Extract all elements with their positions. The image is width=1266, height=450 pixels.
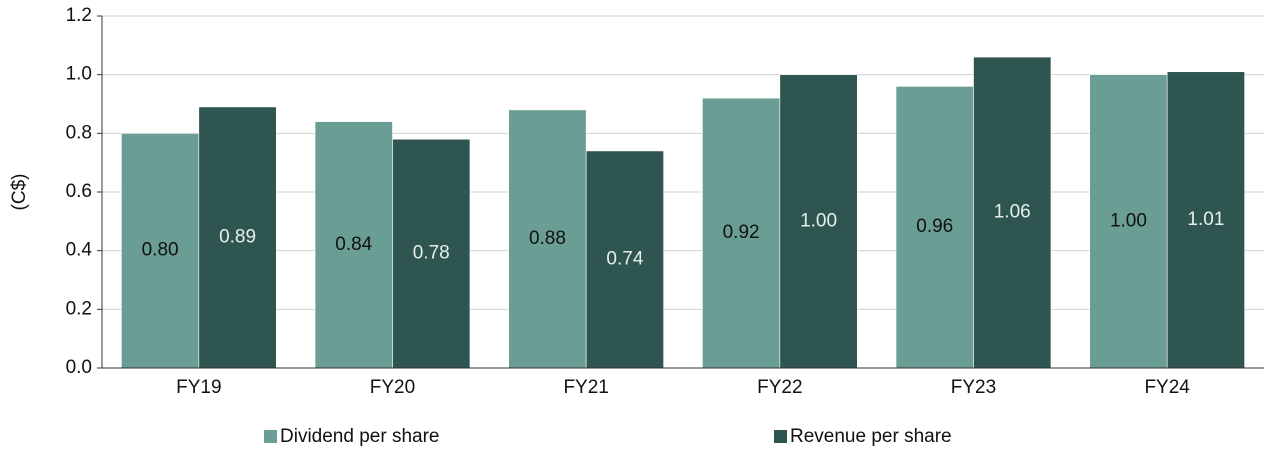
y-tick-label: 1.0 (66, 64, 92, 85)
y-tick-label: 0.2 (66, 298, 92, 319)
bar (1089, 74, 1168, 369)
bar (779, 74, 858, 369)
y-tick-label: 0.4 (66, 240, 93, 261)
legend-swatch (774, 430, 787, 443)
data-label: 0.80 (142, 240, 179, 261)
data-label: 0.96 (916, 216, 953, 237)
y-tick-label: 0.6 (66, 181, 92, 202)
bar (585, 150, 664, 369)
legend-label: Revenue per share (790, 426, 952, 447)
bar (1166, 71, 1245, 369)
data-label: 0.89 (219, 226, 256, 247)
y-tick-label: 1.2 (66, 5, 92, 26)
bar (121, 133, 200, 369)
y-tick-label: 0.8 (66, 122, 92, 143)
bar (702, 97, 781, 369)
data-label: 1.00 (800, 210, 837, 231)
x-tick-label: FY23 (951, 377, 996, 398)
data-label: 0.88 (529, 228, 566, 249)
x-tick-label: FY19 (176, 377, 221, 398)
x-tick-label: FY21 (563, 377, 608, 398)
data-label: 0.78 (413, 243, 450, 264)
data-label: 1.00 (1110, 210, 1147, 231)
data-label: 0.84 (335, 234, 372, 255)
bar (508, 109, 587, 369)
bar (314, 121, 393, 369)
data-label: 1.06 (994, 202, 1031, 223)
data-label: 1.01 (1187, 209, 1224, 230)
legend-swatch (264, 430, 277, 443)
x-tick-label: FY24 (1144, 377, 1190, 398)
bar (198, 106, 277, 369)
y-tick-label: 0.0 (66, 357, 92, 378)
bar (895, 86, 974, 369)
bar (392, 138, 471, 369)
x-tick-label: FY20 (370, 377, 415, 398)
data-label: 0.92 (723, 222, 760, 243)
y-axis-label: (C$) (9, 174, 30, 211)
x-tick-label: FY22 (757, 377, 802, 398)
legend-label: Dividend per share (280, 426, 439, 447)
data-label: 0.74 (606, 248, 643, 269)
bar (973, 56, 1052, 369)
